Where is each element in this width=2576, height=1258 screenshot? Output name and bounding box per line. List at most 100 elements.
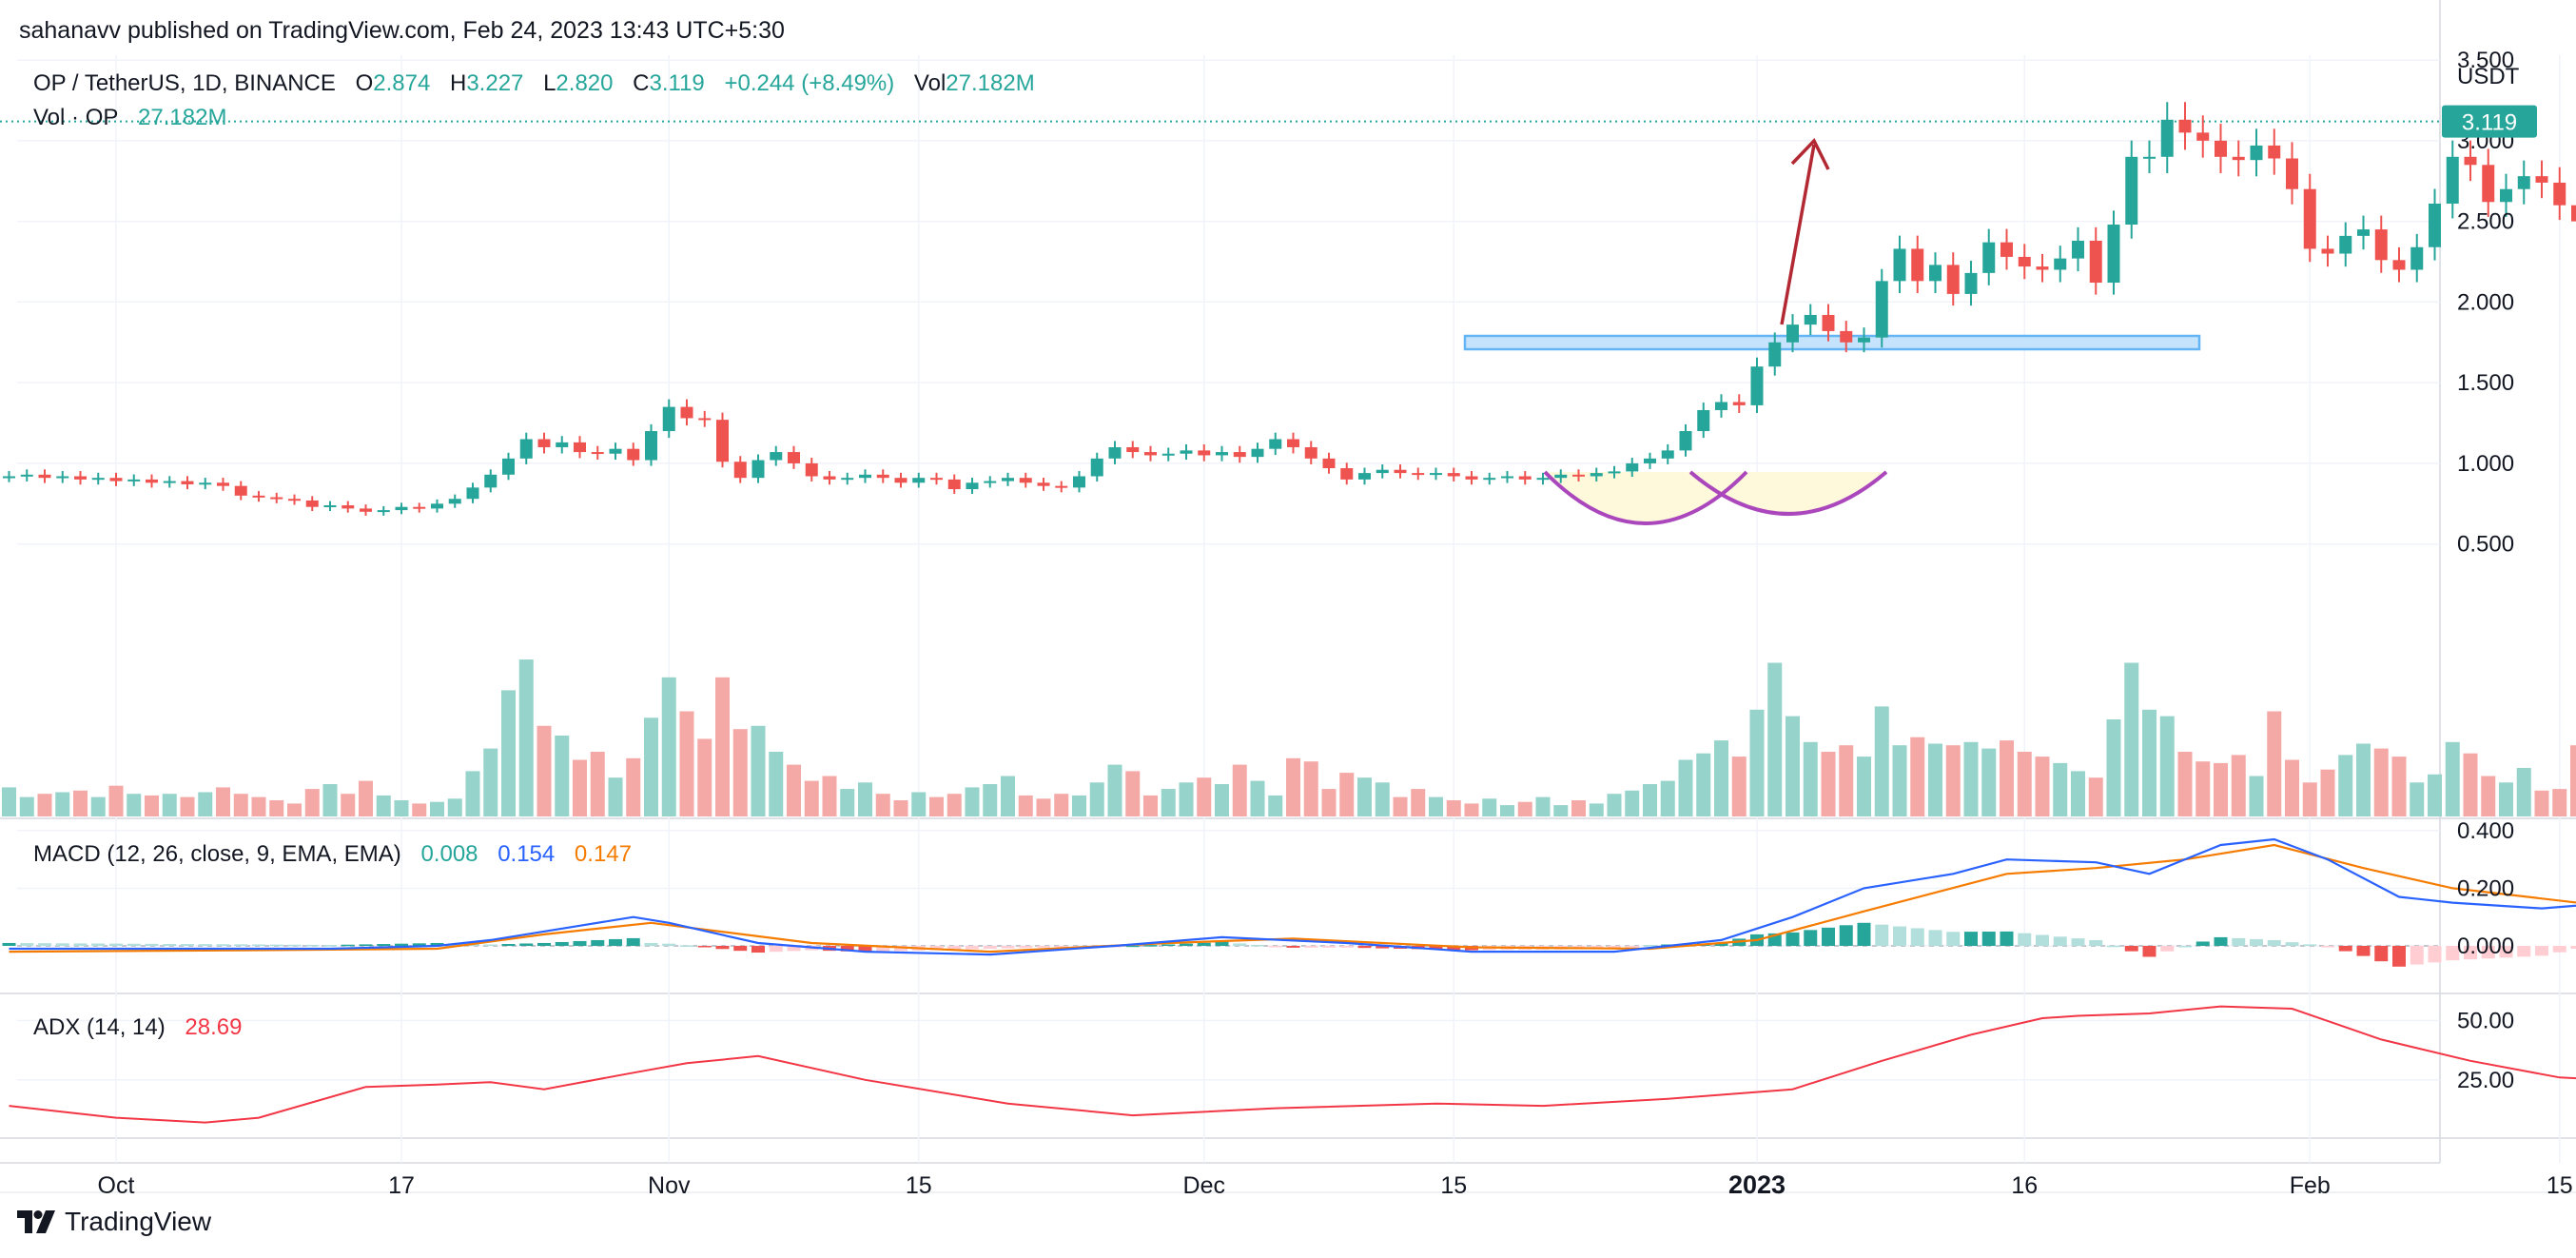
macd-histogram-bar (626, 937, 640, 946)
volume-bar (501, 690, 516, 816)
candle-body (1304, 446, 1317, 459)
volume-bar (1232, 764, 1247, 816)
candle-body (1251, 448, 1264, 458)
macd-histogram-bar (1804, 930, 1818, 946)
adx-value: 28.69 (185, 1014, 243, 1040)
macd-histogram-bar (38, 943, 51, 946)
candle-body (2446, 156, 2459, 204)
macd-histogram-bar (1001, 946, 1015, 949)
candle-body (2464, 156, 2477, 166)
candle-body (2535, 176, 2548, 183)
macd-tick-label: 0.200 (2457, 875, 2514, 901)
macd-histogram-bar (947, 946, 962, 950)
macd-histogram-bar (787, 946, 801, 952)
volume-bar (465, 771, 480, 816)
axes: USDT4.5004.0003.5003.0002.5002.0001.5001… (98, 48, 2573, 1199)
volume-bar (1303, 761, 1318, 816)
volume-bar (1714, 740, 1728, 816)
candle-body (2482, 165, 2495, 203)
brand-name: TradingView (65, 1207, 212, 1236)
candle-body (1144, 452, 1157, 456)
volume-bar (751, 725, 766, 816)
volume-bar (1535, 796, 1551, 816)
candle-body (181, 481, 194, 484)
candle-body (984, 481, 997, 483)
candle-body (1715, 402, 1727, 410)
candle-body (2286, 158, 2298, 189)
volume-bar (2124, 662, 2139, 816)
volume-bar (19, 796, 34, 816)
candle-body (2089, 240, 2102, 284)
macd-histogram-bar (1857, 922, 1871, 946)
candle-body (574, 442, 586, 453)
candle-body (1679, 431, 1692, 451)
candle-body (770, 452, 783, 461)
cup-and-handle-arcs (1543, 470, 1888, 525)
macd-legend[interactable]: MACD (12, 26, close, 9, EMA, EMA) 0.008 … (33, 841, 632, 868)
macd-histogram-bar (1161, 944, 1176, 946)
adx-legend[interactable]: ADX (14, 14) 28.69 (33, 1014, 242, 1041)
volume-bar (341, 794, 356, 816)
volume-bar (1482, 798, 1497, 816)
candle-body (1661, 450, 1674, 459)
candle-body (1786, 324, 1799, 343)
candle-body (1055, 485, 1068, 488)
macd-histogram-bar (359, 944, 373, 946)
macd-histogram-bar (483, 944, 498, 946)
candle-body (1465, 476, 1478, 480)
volume-bar (145, 795, 159, 816)
candle-body (716, 420, 729, 462)
candle-body (859, 474, 871, 479)
volume-bar (322, 784, 338, 816)
volume-bar (965, 787, 980, 816)
candle-body (645, 431, 657, 461)
candle-body (1198, 450, 1211, 456)
candle-body (1732, 402, 1746, 405)
candle-body (1430, 473, 1442, 476)
candle-body (2143, 156, 2156, 159)
candlesticks (3, 102, 2576, 516)
volume-bar (1892, 745, 1907, 816)
macd-histogram-bar (2570, 946, 2576, 950)
volume-bar (1571, 800, 1586, 816)
macd-histogram-bar (2321, 946, 2334, 948)
symbol-legend[interactable]: OP / TetherUS, 1D, BINANCE O2.874 H3.227… (33, 70, 1035, 97)
candle-body (1073, 476, 1085, 488)
macd-histogram-bar (2303, 944, 2317, 946)
macd-histogram-bar (1447, 946, 1461, 951)
macd-histogram-bar (1125, 945, 1140, 948)
macd-histogram-bar (1822, 927, 1835, 946)
candle-body (1840, 330, 1853, 343)
candle-body (20, 474, 33, 477)
last-price-badge (2442, 105, 2537, 138)
macd-histogram-bar (163, 943, 177, 946)
candle-body (1644, 458, 1656, 463)
candle-body (1340, 468, 1354, 480)
tradingview-footer[interactable]: TradingView (17, 1207, 211, 1237)
macd-histogram-bar (1054, 946, 1068, 948)
volume-legend[interactable]: Vol · OP 27.182M (33, 105, 226, 131)
volume-bar (359, 780, 373, 816)
cup-arc-right (1688, 470, 1888, 516)
candle-body (1501, 476, 1513, 479)
last-price-badge-label: 3.119 (2462, 110, 2517, 136)
macd-histogram-bar (2124, 946, 2138, 952)
volume-bar (2214, 762, 2228, 816)
candle-body (1964, 272, 1978, 294)
macd-histogram-bar (644, 942, 658, 946)
macd-label: MACD (12, 26, close, 9, EMA, EMA) (33, 841, 401, 867)
volume-bar (2516, 768, 2531, 816)
volume-bar (573, 759, 587, 816)
candle-body (1161, 453, 1175, 456)
candle-body (1982, 242, 1996, 273)
volume-bar (1731, 757, 1747, 816)
candle-body (448, 499, 461, 504)
macd-histogram-bar (181, 944, 194, 946)
macd-histogram-bar (662, 943, 676, 946)
candle-body (1269, 439, 1282, 449)
macd-histogram-bar (858, 946, 872, 953)
volume-bar (661, 677, 676, 816)
candle-body (823, 476, 836, 480)
candle-body (2215, 140, 2227, 157)
